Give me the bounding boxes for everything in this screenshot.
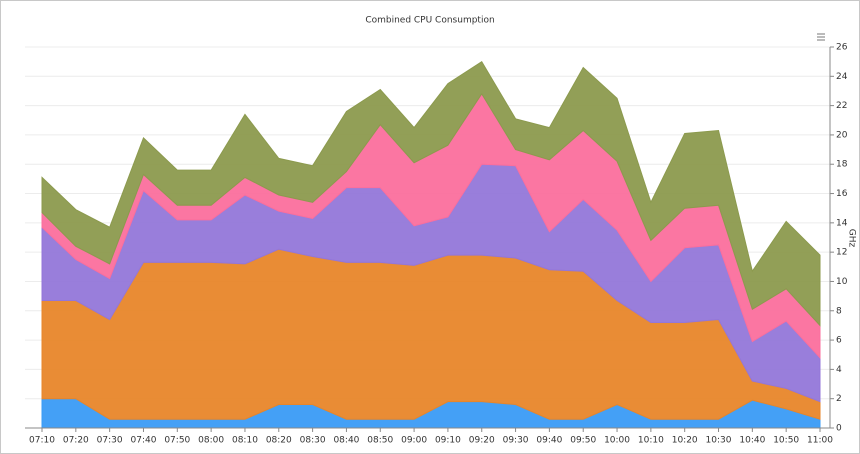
x-tick-label: 08:00 [198, 436, 224, 446]
y-tick-label: 26 [836, 43, 848, 53]
x-tick-label: 09:30 [503, 436, 529, 446]
y-tick-label: 8 [836, 306, 842, 316]
x-tick-label: 08:30 [300, 436, 326, 446]
x-tick-label: 08:40 [333, 436, 359, 446]
y-tick-label: 2 [836, 394, 842, 404]
x-tick-label: 07:50 [164, 436, 190, 446]
x-tick-label: 10:50 [773, 436, 799, 446]
x-tick-label: 10:40 [739, 436, 765, 446]
y-tick-label: 20 [836, 130, 848, 140]
x-tick-label: 07:20 [63, 436, 89, 446]
x-tick-label: 11:00 [807, 436, 833, 446]
x-tick-label: 09:00 [401, 436, 427, 446]
x-tick-label: 10:30 [706, 436, 732, 446]
x-tick-label: 08:50 [367, 436, 393, 446]
x-tick-label: 09:10 [435, 436, 461, 446]
x-tick-label: 10:10 [638, 436, 664, 446]
y-tick-label: 14 [836, 218, 848, 228]
menu-icon[interactable] [817, 33, 825, 41]
y-tick-label: 10 [836, 277, 848, 287]
y-tick-label: 4 [836, 365, 842, 375]
y-tick-label: 18 [836, 160, 848, 170]
x-tick-label: 09:20 [469, 436, 495, 446]
y-tick-label: 16 [836, 189, 848, 199]
area [41, 60, 821, 327]
x-tick-label: 08:10 [232, 436, 258, 446]
y-tick-label: 6 [836, 336, 842, 346]
x-tick-label: 09:50 [570, 436, 596, 446]
x-tick-label: 10:00 [604, 436, 630, 446]
x-tick-label: 10:20 [672, 436, 698, 446]
y-axis-label: GHz [847, 229, 857, 248]
chart-title: Combined CPU Consumption [365, 16, 494, 26]
x-tick-label: 07:40 [131, 436, 157, 446]
x-tick-label: 08:20 [266, 436, 292, 446]
y-tick-label: 24 [836, 72, 848, 82]
y-tick-label: 0 [836, 424, 842, 434]
x-tick-label: 09:40 [536, 436, 562, 446]
y-tick-label: 22 [836, 101, 847, 111]
y-tick-label: 12 [836, 248, 847, 258]
x-tick-label: 07:10 [29, 436, 55, 446]
x-tick-label: 07:30 [97, 436, 123, 446]
